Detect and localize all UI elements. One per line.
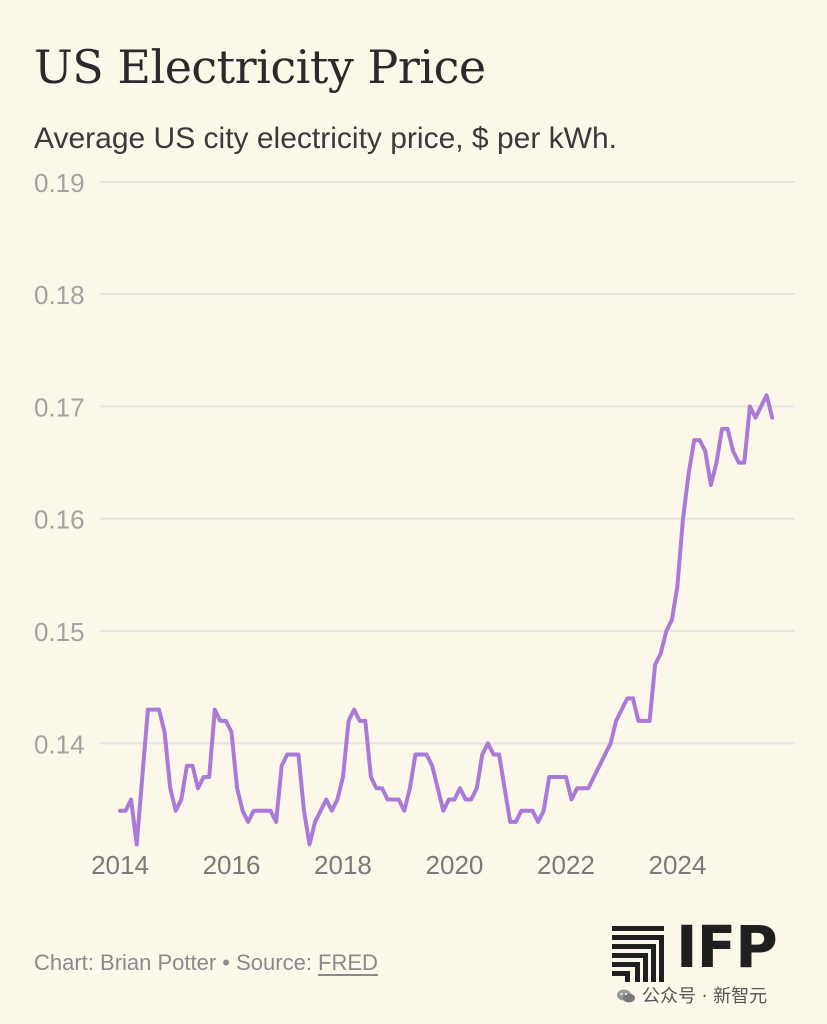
y-tick-label: 0.15 xyxy=(34,617,85,647)
watermark-text: 公众号 · 新智元 xyxy=(642,986,768,1007)
x-tick-label: 2014 xyxy=(91,850,149,880)
x-tick-label: 2022 xyxy=(537,850,595,880)
series-lines xyxy=(118,393,775,847)
y-tick-label: 0.14 xyxy=(34,729,85,759)
chart-subtitle: Average US city electricity price, $ per… xyxy=(34,122,617,155)
chart-title: US Electricity Price xyxy=(34,40,486,94)
chart-credit: Chart: Brian Potter • Source: FRED xyxy=(34,950,378,976)
x-tick-label: 2024 xyxy=(649,850,707,880)
y-tick-label: 0.17 xyxy=(34,392,85,422)
x-tick-label: 2020 xyxy=(426,850,484,880)
source-link[interactable]: FRED xyxy=(318,950,378,975)
series-line-0 xyxy=(118,393,775,847)
ifp-logo-text: IFP xyxy=(676,913,778,981)
watermark: 公众号 · 新智元 xyxy=(616,982,767,1008)
x-axis-ticks: 2014 2016 2018 2020 2022 2024 xyxy=(91,850,706,880)
x-tick-label: 2018 xyxy=(314,850,372,880)
grid-lines xyxy=(100,180,795,745)
y-tick-label: 0.19 xyxy=(34,168,85,198)
x-tick-label: 2016 xyxy=(203,850,261,880)
y-axis-ticks: 0.14 0.15 0.16 0.17 0.18 0.19 xyxy=(34,168,85,759)
y-tick-label: 0.18 xyxy=(34,280,85,310)
ifp-logo-icon xyxy=(612,926,664,982)
wechat-icon xyxy=(617,989,635,1003)
credit-text: Chart: Brian Potter • Source: xyxy=(34,950,319,975)
y-tick-label: 0.16 xyxy=(34,505,85,535)
